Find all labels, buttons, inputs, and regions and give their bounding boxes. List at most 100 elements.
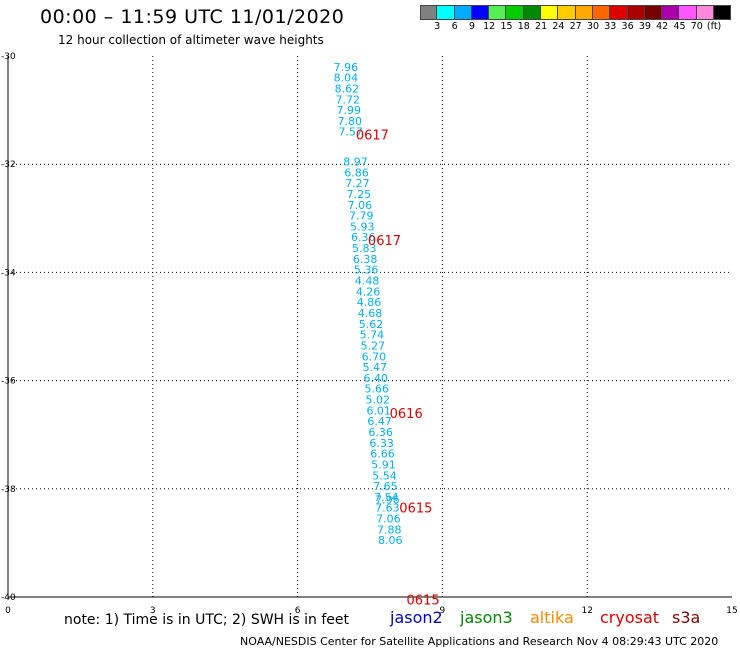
swh-value: 5.54 [372, 469, 397, 482]
x-tick-label: 9 [440, 606, 446, 616]
swh-value: 7.06 [376, 513, 401, 526]
note-text: note: 1) Time is in UTC; 2) SWH is in fe… [64, 612, 350, 628]
swh-value: 4.26 [356, 285, 381, 298]
swh-series: 7.968.048.627.727.997.807.578.976.867.27… [334, 61, 403, 547]
color-swatch [489, 5, 507, 20]
swh-value: 5.27 [361, 339, 386, 352]
satellite-legend-cryosat: cryosat [600, 608, 660, 627]
color-scale-label: 33 [604, 21, 617, 32]
time-labels: 0617 0617 0616 0615 0615 [356, 128, 440, 608]
color-scale-label: 30 [586, 21, 600, 32]
swh-value: 5.74 [360, 329, 385, 342]
color-swatch [506, 5, 524, 20]
color-scale-label: 70 [690, 21, 703, 32]
color-scale-label: 45 [673, 21, 686, 32]
time-label: 0615 [407, 594, 440, 609]
color-swatch [575, 5, 593, 20]
time-label: 0616 [390, 407, 423, 422]
swh-value: 5.36 [354, 264, 379, 277]
x-tick-label: 6 [295, 606, 301, 616]
color-scale-label: 36 [621, 21, 634, 32]
color-swatch [523, 5, 542, 20]
color-swatch [696, 5, 715, 20]
x-tick-label: 0 [5, 606, 11, 616]
swh-value: 7.63 [375, 502, 400, 515]
swh-value: 5.91 [371, 458, 396, 471]
color-swatch [644, 5, 663, 20]
color-swatch [437, 5, 455, 20]
plot-axes [7, 56, 732, 598]
color-swatch [662, 5, 680, 20]
color-scale-label: 9 [468, 21, 475, 32]
color-scale-bar [420, 5, 732, 20]
x-tick-label: 15 [726, 606, 737, 616]
color-scale-label: 24 [552, 21, 565, 32]
swh-value: 5.62 [359, 318, 384, 331]
color-swatch [714, 5, 732, 20]
color-swatch [454, 5, 472, 20]
swh-value: 6.33 [369, 437, 394, 450]
swh-value: 4.68 [358, 307, 383, 320]
swh-value: 7.25 [347, 188, 372, 201]
swh-value: 6.40 [364, 372, 389, 385]
swh-value: 8.04 [334, 72, 359, 85]
swh-value: 5.47 [363, 361, 388, 374]
x-tick-label: 12 [581, 606, 592, 616]
y-tick-label: -32 [1, 160, 16, 170]
swh-value: 7.54 [374, 491, 399, 504]
swh-value: 6.38 [353, 253, 378, 266]
swh-value: 6.01 [366, 404, 391, 417]
swh-value: 4.86 [357, 296, 382, 309]
swh-value: 6.66 [370, 448, 395, 461]
swh-value: 6.86 [344, 166, 369, 179]
y-tick-label: -38 [1, 485, 16, 495]
color-swatch [558, 5, 576, 20]
color-scale-label: (ft) [706, 21, 722, 32]
swh-value: 6.36 [368, 426, 393, 439]
color-scale-label: 3 [434, 21, 441, 32]
tick-labels: 0 3 6 9 12 15 -30 -32 -34 -36 -38 -40 [1, 52, 738, 616]
color-swatch [627, 5, 645, 20]
satellite-legend-s3a: s3a [672, 608, 701, 627]
satellite-legend-altika: altika [530, 608, 574, 627]
grid-lines [8, 56, 732, 597]
chart-subtitle: 12 hour collection of altimeter wave hei… [58, 33, 324, 47]
time-label: 0615 [399, 502, 432, 517]
color-scale-label: 12 [483, 21, 496, 32]
color-swatch [471, 5, 490, 20]
swh-value: 7.57 [338, 126, 363, 139]
swh-value: 7.27 [345, 177, 370, 190]
swh-value: 7.96 [334, 61, 359, 74]
color-scale-label: 39 [638, 21, 651, 32]
color-scale-label: 18 [517, 21, 530, 32]
swh-value: 5.93 [350, 220, 375, 233]
satellite-legend-jason2: jason2 [390, 608, 443, 627]
swh-value: 8.62 [335, 82, 360, 95]
swh-value: 5.66 [365, 383, 390, 396]
color-swatch [420, 5, 438, 20]
footer-credit: NOAA/NESDIS Center for Satellite Applica… [240, 635, 719, 648]
y-tick-label: -36 [1, 377, 16, 387]
y-tick-label: -30 [1, 52, 16, 62]
color-scale-label: 42 [656, 21, 669, 32]
swh-value: 7.72 [336, 93, 361, 106]
color-swatch [541, 5, 559, 20]
color-swatch [592, 5, 611, 20]
swh-value: 7.99 [337, 104, 362, 117]
swh-value: 8.06 [378, 534, 403, 547]
swh-value: 7.65 [373, 480, 398, 493]
satellite-legend-jason3: jason3 [460, 608, 513, 627]
color-swatch [610, 5, 628, 20]
y-tick-label: -40 [1, 593, 16, 603]
swh-value: 5.02 [365, 394, 390, 407]
swh-value: 6.36 [351, 231, 376, 244]
color-scale-labels: 3 6 9 12 15 18 21 24 27 30 33 36 39 42 45 70 (ft) [420, 21, 740, 33]
swh-value: 7.80 [337, 115, 362, 128]
color-scale-label: 27 [569, 21, 582, 32]
swh-value: 7.79 [349, 210, 374, 223]
time-label: 0617 [368, 234, 401, 249]
color-swatch [679, 5, 697, 20]
swh-value: 5.83 [352, 242, 377, 255]
swh-value: 6.70 [362, 350, 387, 363]
color-scale-label: 21 [535, 21, 548, 32]
